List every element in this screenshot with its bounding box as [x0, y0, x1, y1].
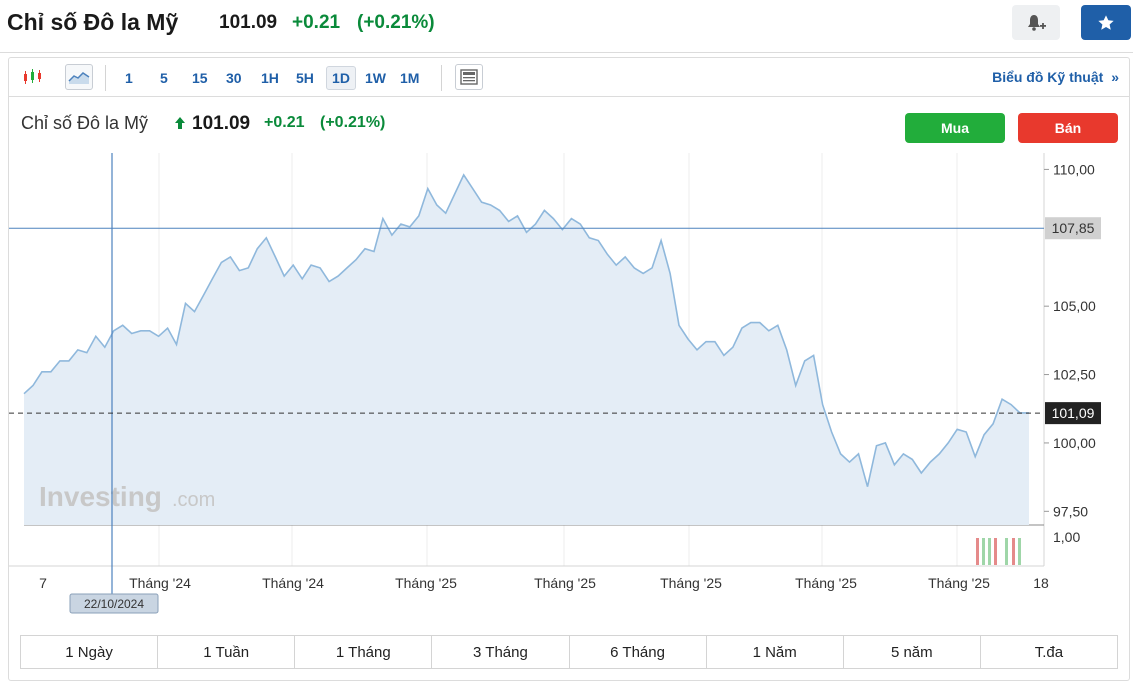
toolbar-separator [105, 65, 106, 91]
chart-widget: 1 5 15 30 1H 5H 1D 1W 1M Biểu đồ Kỹ thuậ… [8, 57, 1130, 681]
price-chart[interactable]: Investing .com 110,00 105,00 102,50 100,00 9… [9, 58, 1129, 618]
sell-button[interactable]: Bán [1018, 113, 1118, 143]
x-axis-label: Tháng '25 [395, 575, 457, 591]
timeframe-1[interactable]: 1 [125, 70, 133, 86]
buy-button[interactable]: Mua [905, 113, 1005, 143]
crosshair-date-label: 22/10/2024 [84, 597, 144, 611]
timeframe-1h[interactable]: 1H [261, 70, 279, 86]
range-button[interactable]: 1 Ngày [21, 636, 159, 668]
timeframe-1w[interactable]: 1W [365, 70, 386, 86]
range-button[interactable]: 1 Năm [707, 636, 844, 668]
volume-bar [982, 538, 985, 565]
volume-bar [976, 538, 979, 565]
news-layout-icon[interactable] [455, 64, 483, 90]
range-button[interactable]: T.đa [1034, 643, 1064, 661]
x-axis-label: Tháng '25 [534, 575, 596, 591]
timeframe-5h[interactable]: 5H [296, 70, 314, 86]
price-line [23, 173, 1029, 487]
technical-chart-link-label: Biểu đồ Kỹ thuật [992, 69, 1104, 85]
chart-change-pct: (+0.21%) [320, 114, 386, 131]
area-chart-icon[interactable] [65, 64, 93, 90]
y-tick-label: 100,00 [1053, 435, 1096, 451]
current-value-label: 101,09 [1052, 405, 1095, 421]
price-area [24, 174, 1029, 525]
double-chevron-right-icon: » [1111, 69, 1119, 85]
range-button[interactable]: 6 Tháng [570, 636, 707, 668]
instrument-change-pct: (+0.21%) [357, 12, 435, 33]
instrument-change: +0.21 [292, 12, 341, 33]
technical-chart-link[interactable]: Biểu đồ Kỹ thuật » [992, 69, 1119, 85]
bell-plus-icon [1028, 14, 1046, 31]
volume-bar [988, 538, 991, 565]
x-axis-label: Tháng '25 [660, 575, 722, 591]
x-axis-label: 18 [1033, 575, 1049, 591]
header-divider [0, 52, 1133, 53]
svg-text:.com: .com [172, 489, 215, 511]
volume-tick-label: 1,00 [1053, 529, 1080, 545]
chart-change: +0.21 [264, 114, 305, 131]
add-watchlist-button[interactable] [1081, 5, 1131, 40]
x-axis-label: Tháng '24 [129, 575, 191, 591]
y-tick-label: 110,00 [1053, 161, 1095, 177]
instrument-price: 101.09 [219, 12, 278, 33]
volume-bar [1018, 538, 1021, 565]
chart-instrument-title: Chỉ số Đô la Mỹ [21, 113, 149, 133]
volume-bar [994, 538, 997, 565]
current-value-box [1045, 402, 1101, 425]
star-icon [1098, 14, 1114, 30]
crosshair-date-box [69, 593, 159, 614]
y-tick-label: 97,50 [1053, 503, 1088, 519]
range-selector: 1 Ngày 1 Tuần 1 Tháng 3 Tháng 6 Tháng 1 Năm 5 … [20, 635, 1118, 669]
up-arrow-icon [175, 117, 185, 129]
x-axis-label: 7 [39, 575, 47, 591]
x-axis-label: Tháng '24 [262, 575, 324, 591]
timeframe-15[interactable]: 15 [192, 70, 208, 86]
x-axis-label: Tháng '25 [928, 575, 990, 591]
range-button[interactable]: 5 năm [844, 636, 981, 668]
svg-text:Investing: Investing [39, 481, 162, 512]
timeframe-5[interactable]: 5 [160, 70, 168, 86]
range-button[interactable]: 1 Tuần [158, 636, 296, 668]
range-button[interactable]: 1 Tháng [295, 636, 433, 668]
volume-bar [1005, 538, 1008, 565]
chart-toolbar: 1 5 15 30 1H 5H 1D 1W 1M Biểu đồ Kỹ thuậ… [9, 58, 1129, 97]
crosshair-value-label: 107,85 [1052, 220, 1095, 236]
page-header: Chỉ số Đô la Mỹ 101.09 +0.21 (+0.21%) [0, 0, 1133, 50]
chart-price: 101.09 [192, 113, 251, 134]
volume-bar [1012, 538, 1015, 565]
instrument-title: Chỉ số Đô la Mỹ [7, 9, 179, 35]
timeframe-30[interactable]: 30 [226, 70, 242, 86]
timeframe-1d[interactable]: 1D [326, 66, 356, 90]
y-tick-label: 102,50 [1053, 367, 1096, 383]
y-tick-label: 105,00 [1053, 298, 1096, 314]
create-alert-button[interactable] [1012, 5, 1060, 40]
range-button[interactable]: 3 Tháng [432, 636, 570, 668]
candlestick-icon[interactable] [21, 64, 45, 90]
toolbar-separator [441, 65, 442, 91]
crosshair-value-box [1045, 217, 1101, 240]
timeframe-1m[interactable]: 1M [400, 70, 420, 86]
investing-watermark: Investing .com [39, 481, 215, 512]
x-axis-label: Tháng '25 [795, 575, 857, 591]
